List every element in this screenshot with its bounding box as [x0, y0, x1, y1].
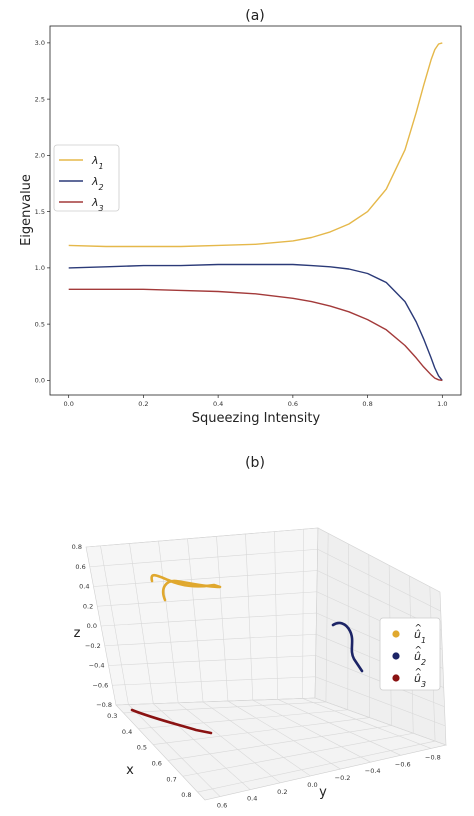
z-tick-label-6: −0.4 [89, 662, 105, 670]
y-tick-label-7: −0.8 [425, 753, 441, 761]
x-tick-label-1: 0.2 [138, 400, 148, 408]
legend-label-u1: û1 [414, 628, 426, 645]
y-tick-label-6: 3.0 [35, 39, 45, 47]
y-tick-label-0: 0.6 [217, 802, 227, 810]
x-tick-label-5: 0.8 [181, 791, 191, 799]
legend-hat-u2: ^ [415, 646, 423, 656]
y-gridline-4 [216, 536, 341, 770]
x-tick-label-2: 0.4 [213, 400, 223, 408]
x-tick-label-0: 0.0 [64, 400, 74, 408]
x-tick-label-4: 0.8 [362, 400, 372, 408]
x-tick-label-1: 0.4 [122, 728, 132, 736]
z-gridline-8 [115, 697, 447, 746]
legend-frame-a [53, 144, 120, 212]
legend-hat-u1: ^ [415, 624, 423, 634]
x-tick-label-3: 0.6 [288, 400, 298, 408]
x-axis-label-b: x [126, 763, 134, 778]
x-gridline-0 [123, 533, 329, 714]
legend-label-lambda1: λ1 [91, 154, 104, 171]
y-tick-label-2: 0.2 [277, 788, 287, 796]
z-tick-label-1: 0.6 [75, 563, 85, 571]
series-line-lambda2 [68, 263, 443, 381]
y-axis-label-b: y [319, 785, 327, 800]
x-tick-label-0: 0.3 [107, 712, 117, 720]
x-gridline-2 [153, 554, 370, 745]
y-gridline-3 [187, 538, 311, 777]
z-gridline-0 [85, 527, 441, 593]
y-tick-label-5: 2.5 [35, 95, 45, 103]
trajectory-u1 [150, 573, 222, 602]
panel-label-a: (a) [245, 8, 265, 24]
y-tick-label-4: 2.0 [35, 152, 45, 160]
series-line-lambda1 [68, 42, 443, 248]
legend-marker-u1 [392, 630, 400, 638]
legend-marker-u2 [392, 652, 400, 660]
y-gridline-2 [158, 541, 281, 784]
legend-a: λ1 λ2 λ3 [53, 144, 120, 213]
y-tick-label-3: 1.5 [35, 208, 45, 216]
y-tick-label-0: 0.0 [35, 377, 45, 385]
legend-label-lambda2: λ2 [91, 175, 104, 192]
y-tick-label-6: −0.6 [395, 760, 411, 768]
z-tick-label-2: 0.4 [79, 583, 89, 591]
x-tick-label-4: 0.7 [166, 775, 176, 783]
z-tick-label-8: −0.8 [96, 701, 112, 709]
y-gridline-0 [100, 545, 221, 797]
y-gridline-6 [274, 531, 401, 756]
z-tick-label-7: −0.6 [92, 681, 108, 689]
eigenvalue-chart: (a) 0.0 0.5 1.0 1.5 2.0 2.5 3.0 0.0 0.2 0.4 0.6 0.… [19, 8, 462, 426]
eigenvector-3d-chart: (b) 0.8 0.6 0.4 0.2 0.0 −0.2 −0.4 −0.6 −0.8 0.3 0.… [72, 455, 448, 810]
series-line-lambda3 [68, 288, 443, 382]
y-tick-label-1: 0.4 [247, 795, 257, 803]
y-gridline-5 [245, 533, 371, 763]
z-tick-label-4: 0.0 [87, 622, 97, 630]
y-tick-label-4: −0.2 [335, 774, 351, 782]
y-tick-label-3: 0.0 [307, 781, 317, 789]
z-gridline-7 [112, 676, 446, 727]
y-tick-label-1: 0.5 [35, 320, 45, 328]
z-tick-label-0: 0.8 [72, 543, 82, 551]
x-tick-label-3: 0.6 [152, 759, 162, 767]
y-tick-label-2: 1.0 [35, 264, 45, 272]
z-tick-label-3: 0.2 [83, 602, 93, 610]
z-gridline-1 [89, 548, 441, 612]
x-axis-label-a: Squeezing Intensity [192, 411, 321, 426]
z-tick-label-5: −0.2 [85, 642, 101, 650]
legend-b: û1^û2^û3^ [379, 617, 441, 691]
x-tick-label-5: 1.0 [437, 400, 447, 408]
z-axis-label-b: z [74, 626, 81, 641]
plot-frame-a [49, 25, 462, 396]
trajectory-u2 [331, 621, 364, 673]
x-tick-label-2: 0.5 [137, 744, 147, 752]
legend-frame-b [379, 617, 441, 691]
panel-label-b: (b) [245, 455, 265, 471]
back-left-pane [85, 527, 319, 706]
legend-marker-u3 [392, 674, 400, 682]
legend-label-lambda3: λ3 [91, 196, 104, 213]
legend-hat-u3: ^ [415, 668, 423, 678]
y-gridline-7 [302, 529, 432, 749]
legend-label-u3: û3 [414, 672, 426, 689]
y-gridline-1 [129, 543, 251, 790]
y-axis-label-a: Eigenvalue [19, 174, 34, 246]
trajectory-u3 [130, 708, 213, 735]
y-tick-label-5: −0.4 [365, 767, 381, 775]
x-gridline-1 [138, 543, 349, 730]
legend-label-u2: û2 [414, 650, 426, 667]
